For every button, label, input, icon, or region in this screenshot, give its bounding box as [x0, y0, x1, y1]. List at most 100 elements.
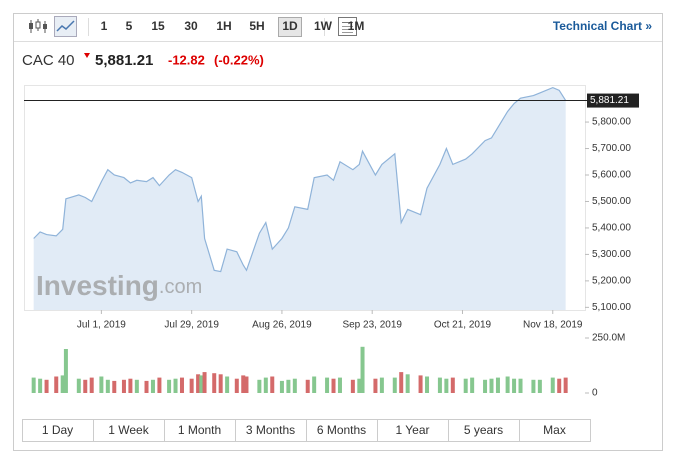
x-tick-label: Aug 26, 2019	[252, 320, 312, 331]
interval-button[interactable]: 1H	[216, 19, 231, 33]
interval-button[interactable]: 30	[184, 19, 198, 33]
volume-bar	[563, 377, 568, 393]
volume-bar	[244, 376, 249, 393]
volume-bar	[357, 378, 362, 393]
watermark-brand: Investing	[36, 270, 159, 301]
volume-bar	[444, 378, 449, 393]
volume-bar	[157, 377, 162, 393]
area-fill	[33, 87, 566, 310]
volume-tick-label: 250.0M	[592, 333, 625, 344]
volume-bar	[241, 375, 246, 393]
volume-bar	[292, 378, 297, 393]
volume-bar	[99, 376, 104, 393]
volume-bar	[505, 376, 510, 393]
range-button-label[interactable]: 1 Day	[42, 423, 73, 437]
y-tick-label: 5,100.00	[592, 302, 631, 313]
volume-bar	[405, 374, 410, 393]
watermark-suffix: .com	[159, 276, 202, 298]
range-button-label[interactable]: 1 Year	[395, 423, 429, 437]
price-line	[33, 86, 567, 273]
last-price-box	[587, 93, 639, 108]
volume-bar	[196, 374, 201, 393]
volume-bar	[189, 378, 194, 393]
volume-bar	[44, 379, 49, 393]
volume-bar	[360, 346, 365, 393]
volume-bar	[518, 378, 523, 393]
plot-border	[24, 85, 586, 311]
volume-bar	[225, 376, 230, 393]
volume-bar	[495, 377, 500, 393]
x-tick-label: Sep 23, 2019	[342, 320, 402, 331]
volume-bar	[89, 377, 94, 393]
volume-bar	[270, 376, 275, 393]
interval-button[interactable]: 1D	[282, 19, 298, 33]
volume-bar	[470, 377, 475, 393]
volume-bar	[483, 379, 488, 393]
volume-bar	[399, 372, 404, 393]
y-tick-label: 5,500.00	[592, 196, 631, 207]
line-icon[interactable]	[54, 16, 77, 37]
volume-bar	[212, 373, 217, 393]
down-arrow	[84, 53, 90, 58]
volume-bar	[38, 378, 43, 393]
volume-bar	[531, 379, 536, 393]
interval-button[interactable]: 1M	[348, 19, 365, 33]
volume-bar	[392, 377, 397, 393]
x-tick-label: Jul 1, 2019	[77, 320, 126, 331]
table-icon[interactable]	[338, 17, 357, 36]
range-button[interactable]	[519, 419, 591, 442]
volume-bar	[144, 380, 149, 393]
y-tick-label: 5,300.00	[592, 249, 631, 260]
volume-bar	[76, 378, 81, 393]
volume-bar	[150, 379, 155, 393]
interval-button[interactable]: 5H	[249, 19, 264, 33]
x-tick-label: Nov 18, 2019	[523, 320, 583, 331]
technical-chart-link[interactable]: Technical Chart »	[553, 19, 652, 33]
range-button-label[interactable]: Max	[543, 423, 566, 437]
volume-bar	[463, 378, 468, 393]
volume-bar	[489, 378, 494, 393]
y-tick-label: 5,400.00	[592, 223, 631, 234]
candles-icon[interactable]	[29, 19, 47, 33]
volume-bar	[437, 377, 442, 393]
range-button-label[interactable]: 5 years	[464, 423, 503, 437]
change: -12.82	[168, 52, 205, 67]
volume-bar	[202, 372, 207, 393]
range-button-label[interactable]: 3 Months	[246, 423, 295, 437]
range-button-label[interactable]: 1 Month	[178, 423, 221, 437]
volume-bar	[331, 378, 336, 393]
range-button-label[interactable]: 6 Months	[317, 423, 366, 437]
y-tick-label: 5,800.00	[592, 117, 631, 128]
interval-button[interactable]: 15	[151, 19, 165, 33]
y-tick-label: 5,600.00	[592, 170, 631, 181]
volume-bar	[54, 376, 59, 393]
active-interval-bg	[278, 17, 302, 37]
interval-button[interactable]: 1	[101, 19, 108, 33]
volume-bar	[550, 377, 555, 393]
volume-bar	[279, 380, 284, 393]
volume-bar	[83, 379, 88, 393]
volume-bar	[112, 380, 117, 393]
price: 5,881.21	[95, 52, 153, 69]
watermark: Investing.com	[36, 270, 202, 301]
volume-bar	[63, 349, 68, 393]
volume-bar	[234, 378, 239, 393]
volume-bar	[31, 377, 36, 393]
volume-bar	[512, 378, 517, 393]
interval-button[interactable]: 5	[126, 19, 133, 33]
volume-bar	[373, 378, 378, 393]
x-tick-label: Jul 29, 2019	[164, 320, 219, 331]
range-button-label[interactable]: 1 Week	[108, 423, 149, 437]
volume-bar	[312, 376, 317, 393]
interval-button[interactable]: 1W	[314, 19, 333, 33]
volume-bar	[173, 378, 178, 393]
volume-bar	[337, 377, 342, 393]
volume-bar	[179, 377, 184, 393]
volume-tick-label: 0	[592, 388, 598, 399]
last-price-label: 5,881.21	[590, 95, 629, 106]
volume-bar	[305, 379, 310, 393]
volume-bar	[105, 379, 110, 393]
volume-bar	[263, 377, 268, 393]
volume-bar	[418, 375, 423, 393]
